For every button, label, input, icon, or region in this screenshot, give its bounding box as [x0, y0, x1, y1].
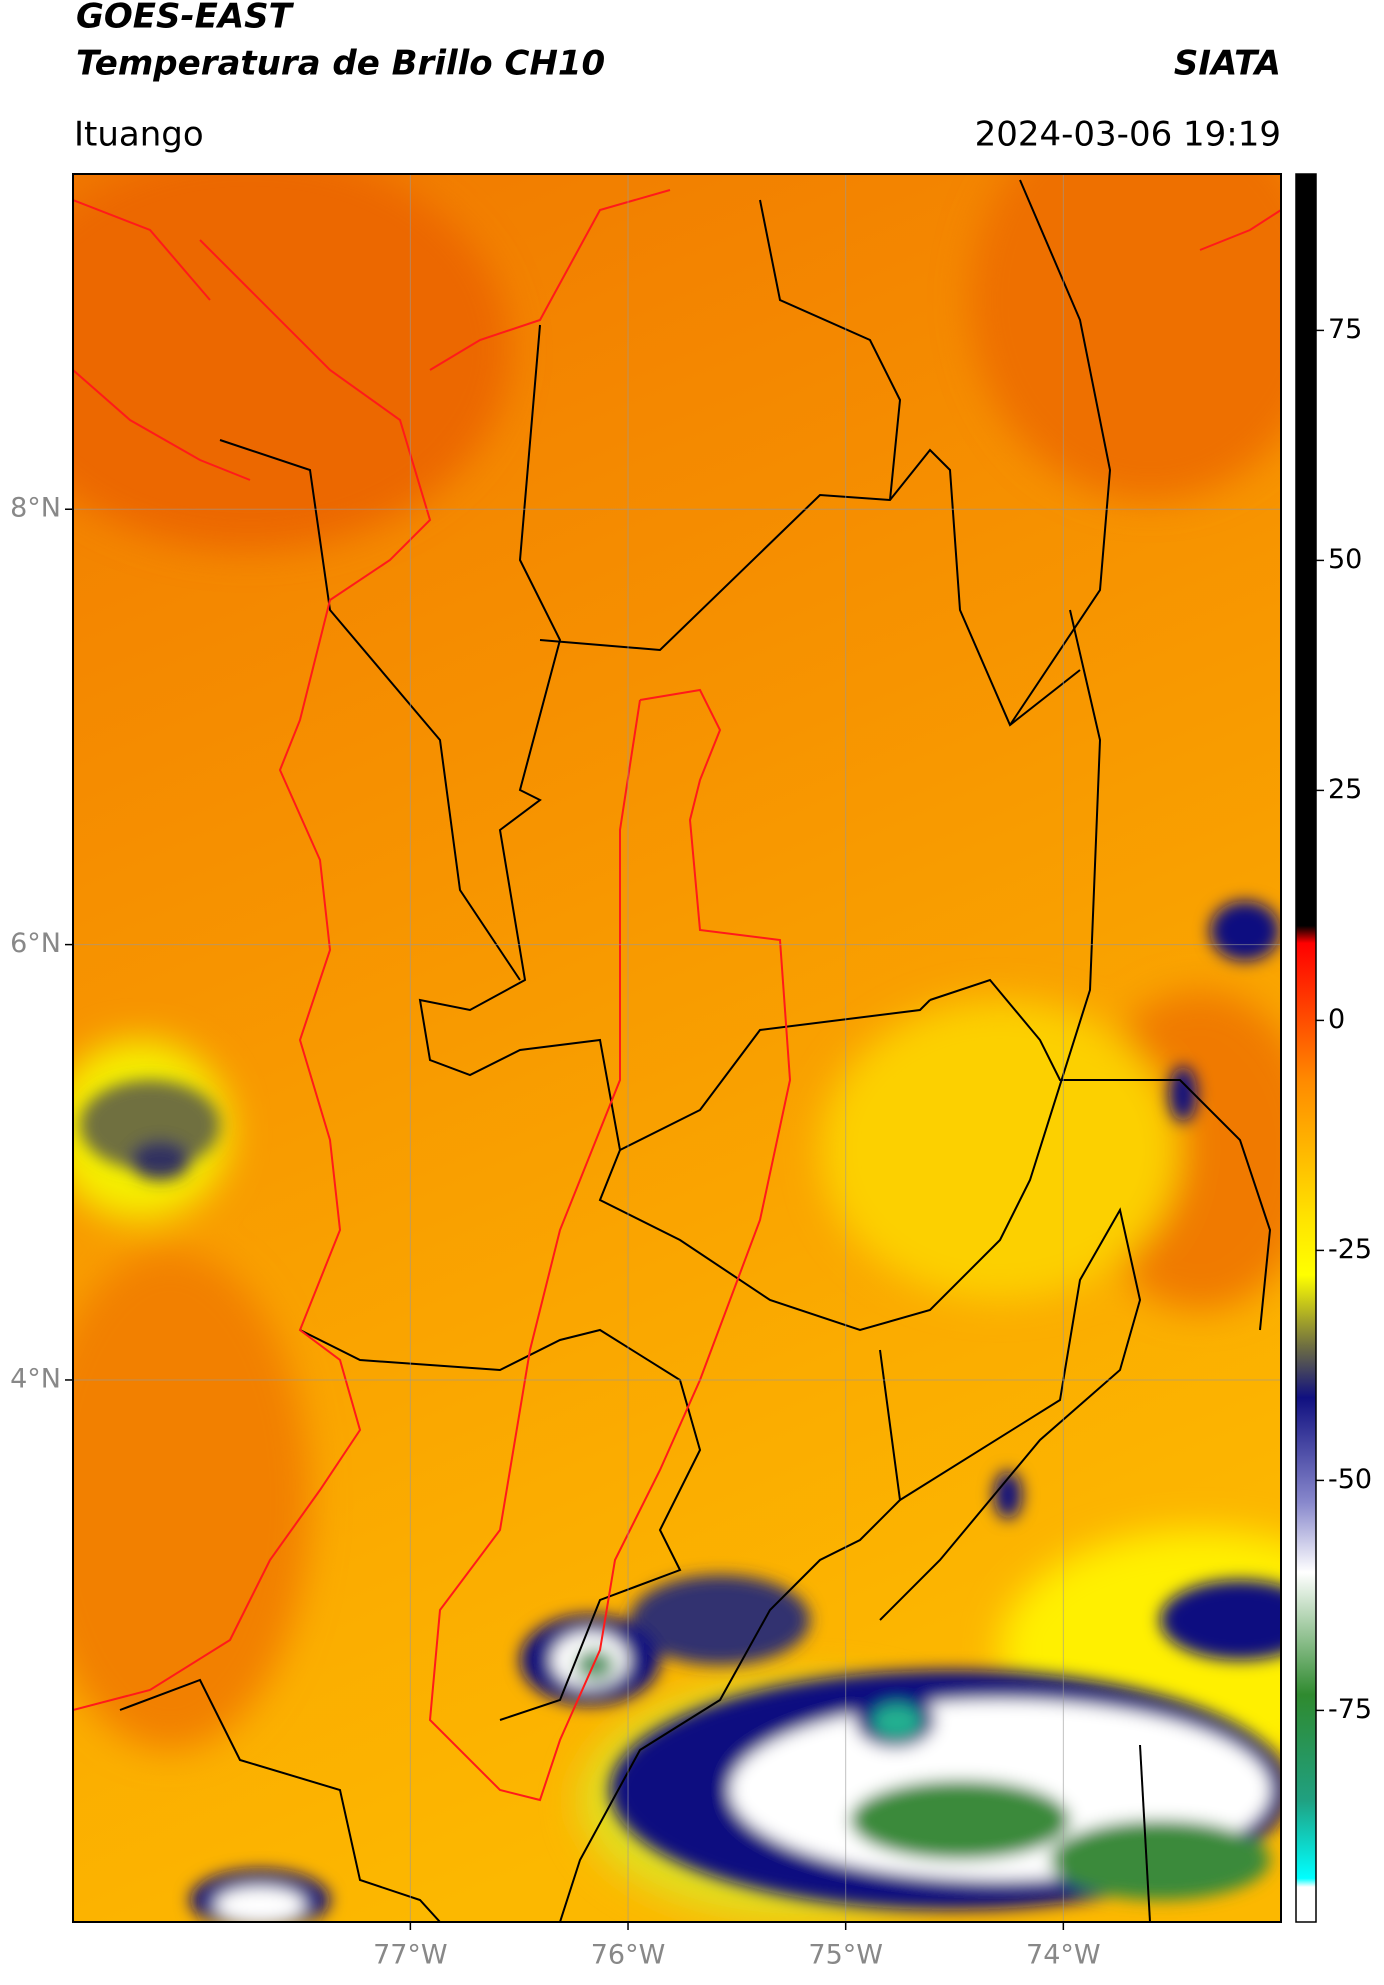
datetime: 2024-03-06 19:19 [975, 115, 1281, 155]
colorbar-tick-label: -25 [1328, 1234, 1372, 1265]
colorbar-tick-label: 0 [1328, 1004, 1345, 1035]
location: Ituango [74, 115, 204, 155]
colorbar [1295, 173, 1317, 1923]
map-frame [72, 173, 1282, 1923]
colorbar-tick-label: 25 [1328, 774, 1362, 805]
y-tick-label: 8°N [10, 493, 61, 524]
x-tick-label: 75°W [808, 1940, 883, 1971]
y-tick-label: 4°N [10, 1363, 61, 1394]
x-tick-label: 77°W [373, 1940, 448, 1971]
subtitle: Temperatura de Brillo CH10 [76, 44, 605, 84]
x-tick-label: 76°W [591, 1940, 666, 1971]
colorbar-tick-label: -50 [1328, 1464, 1372, 1495]
graticule [73, 174, 1281, 1922]
brand: SIATA [1174, 44, 1281, 84]
colorbar-tick-label: -75 [1328, 1694, 1372, 1725]
colorbar-tick-label: 75 [1328, 314, 1362, 345]
y-tick-label: 6°N [10, 928, 61, 959]
satellite-field [73, 174, 1281, 1922]
x-tick-label: 74°W [1026, 1940, 1101, 1971]
title: GOES-EAST [76, 0, 295, 37]
colorbar-tick-label: 50 [1328, 544, 1362, 575]
